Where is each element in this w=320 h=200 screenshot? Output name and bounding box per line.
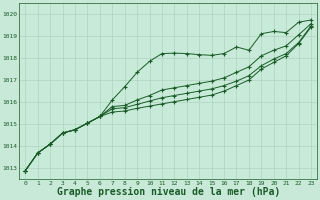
X-axis label: Graphe pression niveau de la mer (hPa): Graphe pression niveau de la mer (hPa) <box>57 187 280 197</box>
